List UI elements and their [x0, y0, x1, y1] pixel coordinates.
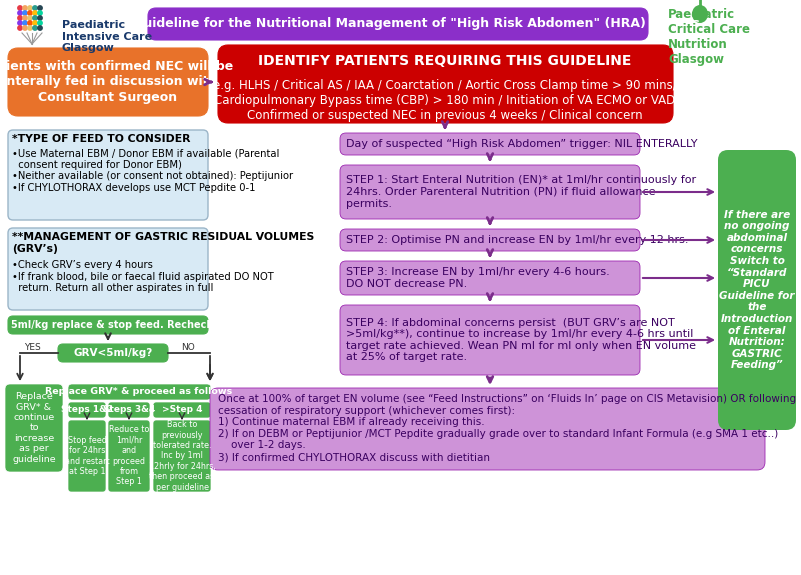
- Circle shape: [33, 16, 37, 20]
- Circle shape: [22, 26, 27, 30]
- Circle shape: [28, 6, 32, 10]
- Circle shape: [22, 11, 27, 15]
- Circle shape: [18, 21, 22, 25]
- FancyBboxPatch shape: [148, 8, 648, 40]
- Text: STEP 4: If abdominal concerns persist  (BUT GRV’s are NOT
>5ml/kg**), continue t: STEP 4: If abdominal concerns persist (B…: [346, 317, 696, 362]
- Text: >Step 4: >Step 4: [162, 405, 202, 415]
- Text: Patients with confirmed NEC will be
enterally fed in discussion with
Consultant : Patients with confirmed NEC will be ente…: [0, 60, 233, 104]
- Circle shape: [38, 26, 42, 30]
- Text: STEP 3: Increase EN by 1ml/hr every 4-6 hours.
DO NOT decrease PN.: STEP 3: Increase EN by 1ml/hr every 4-6 …: [346, 267, 610, 289]
- Text: •Check GRV’s every 4 hours
•If frank blood, bile or faecal fluid aspirated DO NO: •Check GRV’s every 4 hours •If frank blo…: [12, 260, 274, 293]
- Text: Day of suspected “High Risk Abdomen” trigger: NIL ENTERALLY: Day of suspected “High Risk Abdomen” tri…: [346, 139, 698, 149]
- FancyBboxPatch shape: [8, 316, 208, 334]
- Text: NO: NO: [181, 343, 195, 352]
- FancyBboxPatch shape: [108, 402, 150, 418]
- Text: Replace
GRV* &
continue
to
increase
as per
guideline: Replace GRV* & continue to increase as p…: [12, 392, 56, 463]
- Text: Steps 3&4: Steps 3&4: [103, 405, 155, 415]
- Text: IDENTIFY PATIENTS REQUIRING THIS GUIDELINE: IDENTIFY PATIENTS REQUIRING THIS GUIDELI…: [258, 54, 632, 68]
- FancyBboxPatch shape: [340, 305, 640, 375]
- Text: Reduce to
1ml/hr
and
proceed
from
Step 1: Reduce to 1ml/hr and proceed from Step 1: [109, 426, 149, 486]
- FancyBboxPatch shape: [8, 228, 208, 310]
- Text: If there are
no ongoing
abdominal
concerns
Switch to
“Standard
PICU
Guideline fo: If there are no ongoing abdominal concer…: [719, 210, 795, 370]
- Text: Steps 1&2: Steps 1&2: [61, 405, 113, 415]
- Circle shape: [33, 6, 37, 10]
- Text: Paediatric
Critical Care
Nutrition
Glasgow: Paediatric Critical Care Nutrition Glasg…: [668, 8, 750, 66]
- FancyBboxPatch shape: [58, 344, 168, 362]
- Text: Replace GRV* & proceed as follows: Replace GRV* & proceed as follows: [46, 388, 232, 397]
- Circle shape: [28, 26, 32, 30]
- FancyBboxPatch shape: [68, 420, 106, 492]
- Circle shape: [33, 21, 37, 25]
- Circle shape: [22, 6, 27, 10]
- Circle shape: [18, 11, 22, 15]
- FancyBboxPatch shape: [153, 420, 211, 492]
- Circle shape: [22, 16, 27, 20]
- FancyBboxPatch shape: [218, 45, 673, 123]
- FancyBboxPatch shape: [340, 133, 640, 155]
- Circle shape: [18, 26, 22, 30]
- Text: Back to
previously
tolerated rate.
Inc by 1ml
12hrly for 24hrs,
then proceed as
: Back to previously tolerated rate. Inc b…: [149, 420, 215, 492]
- FancyBboxPatch shape: [340, 229, 640, 251]
- Circle shape: [33, 26, 37, 30]
- FancyBboxPatch shape: [8, 48, 208, 116]
- Text: Paediatric
Intensive Care
Glasgow: Paediatric Intensive Care Glasgow: [62, 20, 152, 53]
- Circle shape: [28, 11, 32, 15]
- Text: •Use Maternal EBM / Donor EBM if available (Parental
  consent required for Dono: •Use Maternal EBM / Donor EBM if availab…: [12, 148, 293, 193]
- Text: GRV<5ml/kg?: GRV<5ml/kg?: [74, 348, 153, 358]
- Text: **MANAGEMENT OF GASTRIC RESIDUAL VOLUMES
(GRV’s): **MANAGEMENT OF GASTRIC RESIDUAL VOLUMES…: [12, 232, 314, 254]
- Circle shape: [28, 21, 32, 25]
- Text: YES: YES: [23, 343, 40, 352]
- FancyBboxPatch shape: [5, 384, 63, 472]
- Circle shape: [38, 11, 42, 15]
- Ellipse shape: [692, 5, 708, 23]
- Text: Stop feed
for 24hrs
and restart
at Step 1: Stop feed for 24hrs and restart at Step …: [65, 436, 109, 476]
- Circle shape: [18, 6, 22, 10]
- Circle shape: [18, 16, 22, 20]
- Circle shape: [38, 21, 42, 25]
- Text: STEP 2: Optimise PN and increase EN by 1ml/hr every 12 hrs.: STEP 2: Optimise PN and increase EN by 1…: [346, 235, 689, 245]
- Circle shape: [38, 6, 42, 10]
- Circle shape: [33, 11, 37, 15]
- Text: *TYPE OF FEED TO CONSIDER: *TYPE OF FEED TO CONSIDER: [12, 134, 191, 144]
- Text: STEP 1: Start Enteral Nutrition (EN)* at 1ml/hr continuously for
24hrs. Order Pa: STEP 1: Start Enteral Nutrition (EN)* at…: [346, 175, 696, 209]
- Text: PICU Guideline for the Nutritional Management of "High Risk Abdomen" (HRA) Infan: PICU Guideline for the Nutritional Manag…: [96, 17, 700, 30]
- FancyBboxPatch shape: [153, 402, 211, 418]
- FancyBboxPatch shape: [210, 388, 765, 470]
- FancyBboxPatch shape: [718, 150, 796, 430]
- FancyBboxPatch shape: [340, 261, 640, 295]
- FancyBboxPatch shape: [340, 165, 640, 219]
- Text: If GRV > 5ml/kg replace & stop feed. Recheck in 2hrs: If GRV > 5ml/kg replace & stop feed. Rec…: [0, 320, 254, 330]
- Text: Once at 100% of target EN volume (see “Feed Instructions” on ‘Fluids In’ page on: Once at 100% of target EN volume (see “F…: [218, 394, 796, 462]
- Circle shape: [22, 21, 27, 25]
- FancyBboxPatch shape: [8, 130, 208, 220]
- FancyBboxPatch shape: [68, 384, 211, 400]
- Circle shape: [28, 16, 32, 20]
- Text: e.g. HLHS / Critical AS / IAA / Coarctation / Aortic Cross Clamp time > 90 mins/: e.g. HLHS / Critical AS / IAA / Coarctat…: [213, 79, 677, 122]
- FancyBboxPatch shape: [108, 420, 150, 492]
- FancyBboxPatch shape: [68, 402, 106, 418]
- Circle shape: [38, 16, 42, 20]
